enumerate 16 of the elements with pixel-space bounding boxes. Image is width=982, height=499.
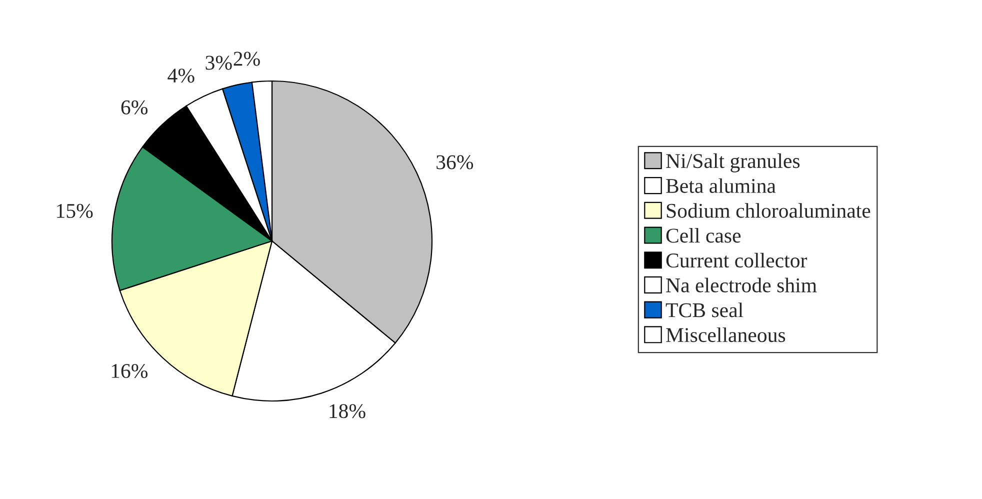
legend-label: Sodium chloroaluminate bbox=[666, 203, 870, 218]
data-label: 36% bbox=[436, 155, 474, 170]
data-label: 16% bbox=[112, 364, 148, 378]
legend-label: Beta alumina bbox=[666, 178, 776, 193]
legend-label: Miscellaneous bbox=[666, 327, 786, 342]
data-label: 4% bbox=[168, 68, 194, 83]
data-label: 6% bbox=[121, 100, 148, 114]
legend-label: TCB seal bbox=[666, 302, 744, 318]
legend-label: Current collector bbox=[666, 252, 808, 268]
legend-label: Ni/Salt granules bbox=[666, 153, 800, 172]
data-label: 2% bbox=[234, 52, 260, 66]
data-label: 15% bbox=[57, 204, 93, 218]
data-label: 18% bbox=[330, 404, 366, 418]
data-label: 3% bbox=[206, 56, 232, 70]
legend-label: Na electrode shim bbox=[666, 278, 817, 292]
legend-label: Cell case bbox=[666, 228, 741, 243]
